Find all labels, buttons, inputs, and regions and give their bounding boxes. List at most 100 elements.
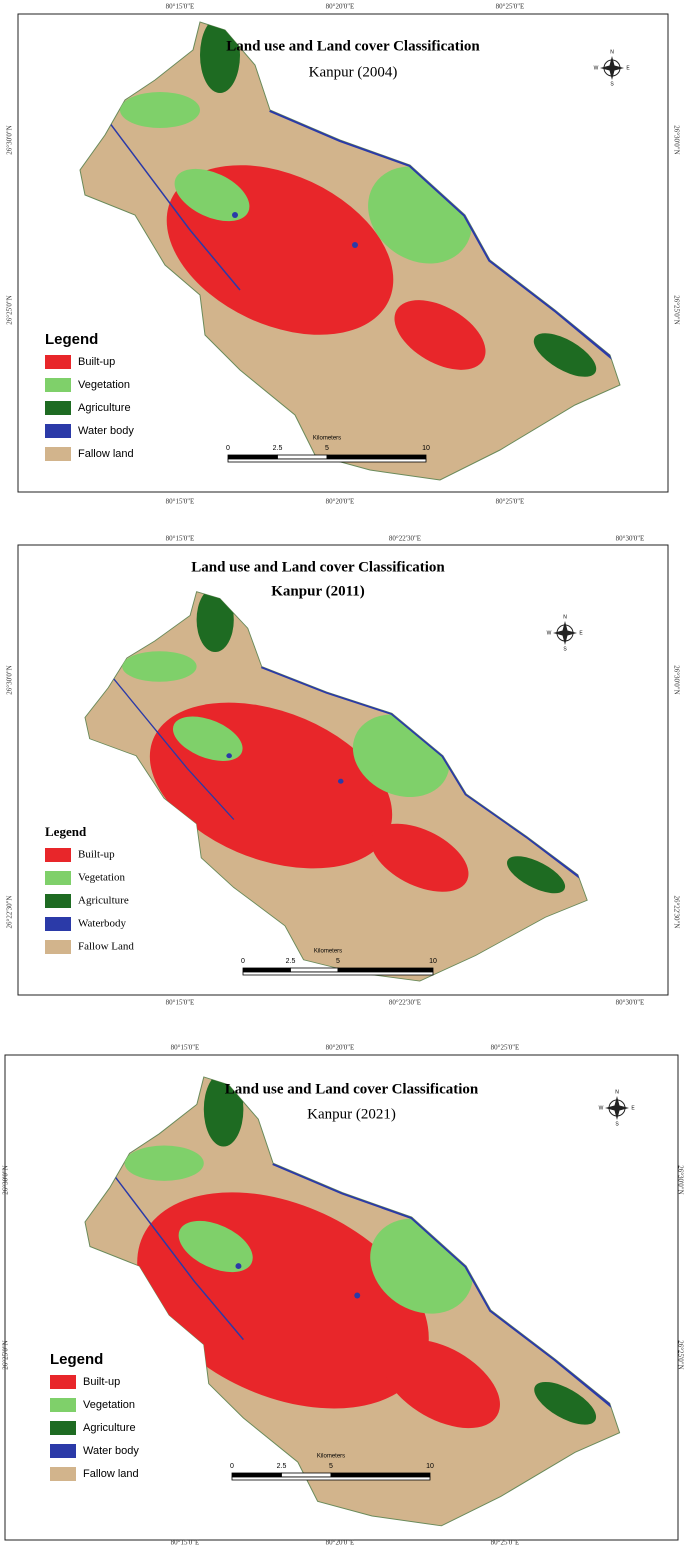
water-body bbox=[337, 778, 344, 784]
agriculture-area bbox=[196, 591, 234, 653]
legend-swatch bbox=[45, 894, 71, 908]
legend-swatch bbox=[50, 1421, 76, 1435]
scale-segment bbox=[227, 458, 427, 463]
legend-swatch bbox=[50, 1375, 76, 1389]
legend-swatch bbox=[45, 917, 71, 931]
map-subtitle: Kanpur (2004) bbox=[309, 64, 398, 80]
legend-swatch bbox=[45, 378, 71, 392]
latitude-label: 26°22'30"N bbox=[6, 896, 14, 929]
compass-letter: W bbox=[599, 1105, 604, 1111]
scale-segment bbox=[231, 1476, 431, 1481]
legend-swatch bbox=[45, 424, 71, 438]
vegetation-area bbox=[120, 92, 200, 128]
latitude-label: 26°25'0"N bbox=[672, 295, 680, 324]
river bbox=[260, 664, 584, 881]
legend-label: Agriculture bbox=[78, 402, 131, 414]
latitude-label: 26°30'0"N bbox=[6, 665, 14, 694]
district-map bbox=[84, 591, 588, 982]
water-body bbox=[352, 242, 358, 248]
compass-star bbox=[605, 1096, 629, 1120]
longitude-label: 80°25'0"E bbox=[491, 1539, 520, 1547]
scale-segment bbox=[290, 967, 339, 973]
longitude-label: 80°15'0"E bbox=[171, 1044, 200, 1052]
district-map bbox=[79, 21, 621, 481]
vegetation-area bbox=[172, 716, 243, 761]
scale-label: 2.5 bbox=[277, 1463, 287, 1470]
scale-segment bbox=[326, 454, 427, 460]
canal bbox=[99, 109, 241, 291]
scale-label: 0 bbox=[241, 958, 245, 965]
legend-swatch bbox=[50, 1398, 76, 1412]
longitude-label: 80°20'0"E bbox=[326, 1539, 355, 1547]
compass-letter: W bbox=[594, 65, 599, 71]
longitude-label: 80°15'0"E bbox=[166, 535, 195, 543]
land-cover bbox=[99, 22, 617, 377]
latitude-label: 26°25'0"N bbox=[676, 1340, 684, 1369]
legend-label: Vegetation bbox=[83, 1399, 135, 1411]
map-panel: 80°15'0"E 80°22'30"E 80°30'0"E 80°15'0"E 80°… bbox=[6, 535, 681, 1007]
compass-letter: N bbox=[563, 614, 567, 620]
river bbox=[269, 108, 617, 362]
map-title: Land use and Land cover Classification bbox=[225, 1081, 479, 1097]
canal bbox=[104, 1162, 244, 1341]
legend-label: Fallow land bbox=[83, 1468, 139, 1480]
agriculture-area bbox=[534, 1381, 597, 1425]
legend-label: Waterbody bbox=[78, 918, 126, 930]
latitude-label: 26°30'0"N bbox=[676, 1165, 684, 1194]
latitude-label: 26°22'30"N bbox=[672, 896, 680, 929]
scale-segment bbox=[330, 1472, 431, 1478]
latitude-label: 26°30'0"N bbox=[6, 125, 14, 154]
legend-title: Legend bbox=[45, 331, 98, 348]
legend-label: Agriculture bbox=[83, 1422, 136, 1434]
legend-title: Legend bbox=[45, 824, 87, 839]
compass-letter: E bbox=[626, 65, 630, 71]
legend-label: Water body bbox=[78, 425, 134, 437]
scale-label: 10 bbox=[429, 958, 437, 965]
longitude-label: 80°15'0"E bbox=[171, 1539, 200, 1547]
longitude-label: 80°30'0"E bbox=[616, 999, 645, 1007]
district-map bbox=[84, 1076, 621, 1527]
legend-label: Agriculture bbox=[78, 895, 129, 907]
latitude-label: 26°30'0"N bbox=[672, 125, 680, 154]
scale-segment bbox=[277, 454, 328, 460]
agriculture-area bbox=[533, 333, 597, 377]
canal bbox=[103, 666, 235, 820]
scale-segment bbox=[231, 1472, 282, 1478]
scale-label: 5 bbox=[325, 445, 329, 452]
legend-label: Built-up bbox=[83, 1376, 120, 1388]
legend-swatch bbox=[45, 871, 71, 885]
map-subtitle: Kanpur (2011) bbox=[271, 583, 365, 599]
scale-label: 5 bbox=[329, 1463, 333, 1470]
vegetation-area bbox=[124, 1145, 204, 1181]
legend-swatch bbox=[50, 1467, 76, 1481]
scale-label: 10 bbox=[426, 1463, 434, 1470]
water-body bbox=[235, 1263, 242, 1270]
longitude-label: 80°22'30"E bbox=[389, 999, 421, 1007]
legend-title: Legend bbox=[50, 1351, 103, 1368]
compass-letter: N bbox=[615, 1089, 619, 1095]
scale-segment bbox=[281, 1472, 332, 1478]
map-title: Land use and Land cover Classification bbox=[191, 559, 445, 575]
latitude-label: 26°25'0"N bbox=[2, 1340, 10, 1369]
compass-letter: S bbox=[563, 646, 567, 652]
longitude-label: 80°15'0"E bbox=[166, 3, 195, 11]
legend-swatch bbox=[45, 848, 71, 862]
compass-letter: E bbox=[579, 630, 583, 636]
scale-segment bbox=[227, 454, 278, 460]
longitude-label: 80°20'0"E bbox=[326, 1044, 355, 1052]
map-panel: 80°15'0"E 80°20'0"E 80°25'0"E 80°15'0"E 80°2… bbox=[6, 3, 681, 506]
water-body bbox=[354, 1292, 361, 1299]
agriculture-area bbox=[200, 22, 240, 93]
scale-unit: Kilometers bbox=[314, 949, 342, 955]
built-up-area bbox=[394, 300, 486, 370]
scale-label: 2.5 bbox=[273, 445, 283, 452]
longitude-label: 80°15'0"E bbox=[166, 999, 195, 1007]
scale-label: 0 bbox=[226, 445, 230, 452]
scale-label: 0 bbox=[230, 1463, 234, 1470]
compass-letter: S bbox=[615, 1121, 619, 1127]
legend-label: Fallow Land bbox=[78, 941, 134, 953]
longitude-label: 80°22'30"E bbox=[389, 535, 421, 543]
legend-swatch bbox=[45, 447, 71, 461]
